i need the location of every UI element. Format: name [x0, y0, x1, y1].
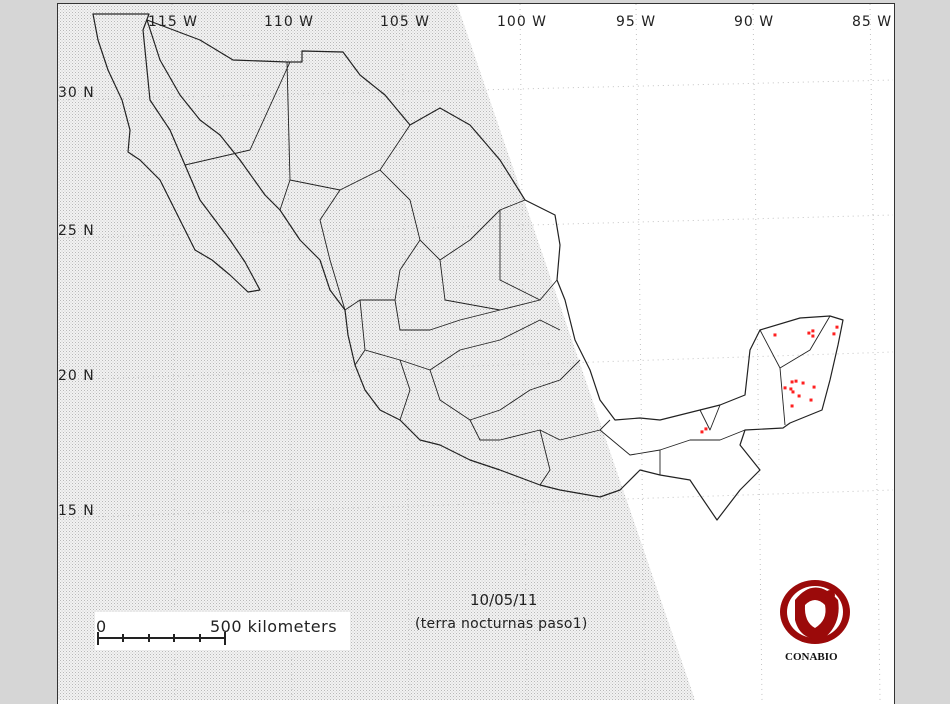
hotspot-point [773, 333, 777, 337]
meridian-90w [752, 3, 763, 700]
longitude-label: 115 W [148, 14, 199, 30]
hotspot-point [791, 390, 795, 394]
meridian-95w [635, 3, 646, 700]
night-shade-region [58, 4, 695, 700]
latitude-label: 15 N [58, 503, 95, 519]
longitude-label: 95 W [616, 14, 657, 30]
map-subtitle: (terra nocturnas paso1) [415, 616, 588, 632]
country-outline [92, 13, 844, 521]
meridian-105w [401, 3, 411, 700]
map-date: 10/05/11 [470, 591, 538, 609]
hotspot-point [807, 331, 811, 335]
conabio-logo [780, 580, 850, 644]
hotspot-point [790, 404, 794, 408]
hotspot-point [809, 398, 813, 402]
longitude-label: 100 W [497, 14, 548, 30]
scale-end-label: 500 kilometers [210, 617, 338, 636]
graticule [57, 3, 894, 700]
longitude-label: 90 W [734, 14, 775, 30]
latitude-label: 20 N [58, 368, 95, 384]
hotspot-point [790, 380, 794, 384]
latitude-label: 30 N [58, 85, 95, 101]
scale-box [95, 612, 350, 650]
hotspot-point [704, 427, 708, 431]
state-borders [184, 61, 831, 486]
longitude-label: 105 W [380, 14, 431, 30]
hotspot-point [832, 332, 836, 336]
hotspot-point [700, 430, 704, 434]
hotspot-point [811, 329, 815, 333]
longitude-label: 85 W [852, 14, 893, 30]
meridian-100w [519, 3, 528, 700]
logo-text: CONABIO [785, 651, 838, 663]
longitude-label: 110 W [264, 14, 315, 30]
meridian-85w [869, 3, 881, 700]
meridian-110w [286, 3, 293, 700]
meridian-115w [171, 3, 176, 700]
hotspot-point [812, 385, 816, 389]
hotspot-point [794, 379, 798, 383]
hotspot-point [835, 325, 839, 329]
hotspot-point [801, 381, 805, 385]
hotspot-point [811, 334, 815, 338]
hotspot-point [797, 394, 801, 398]
hotspot-point [783, 386, 787, 390]
hotspot-layer [700, 325, 839, 434]
scale-start-label: 0 [96, 617, 107, 636]
latitude-label: 25 N [58, 223, 95, 239]
hotspot-point [789, 387, 793, 391]
baja-california-peninsula [92, 13, 261, 293]
mexico-mainland [146, 19, 844, 521]
